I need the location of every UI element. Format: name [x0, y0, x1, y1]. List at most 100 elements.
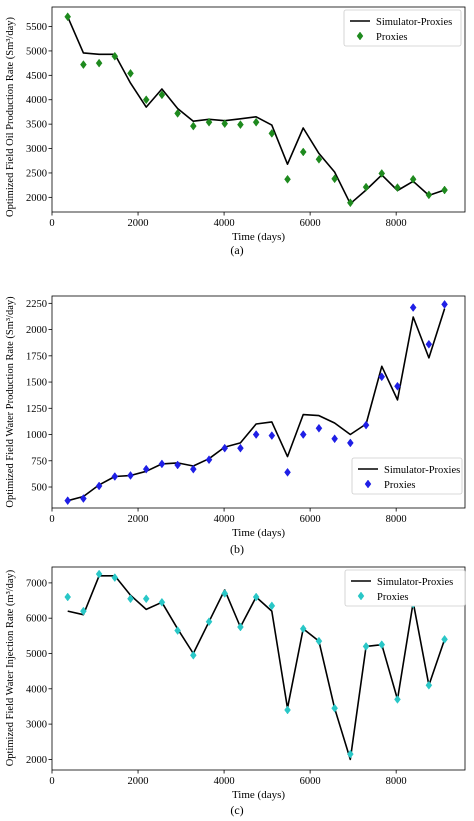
data-point-proxies [111, 573, 119, 583]
data-point-proxies [221, 119, 229, 129]
data-point-proxies [174, 460, 181, 470]
legend-label: Simulator-Proxies [376, 17, 452, 28]
data-point-proxies [394, 694, 401, 704]
data-point-proxies [441, 185, 448, 195]
x-tick-label: 0 [49, 218, 54, 229]
data-point-proxies [252, 117, 260, 127]
x-tick-label: 6000 [300, 514, 321, 525]
data-point-proxies [347, 749, 354, 759]
data-point-proxies [158, 597, 166, 607]
data-point-proxies [205, 117, 213, 127]
data-point-proxies [409, 303, 417, 312]
data-point-proxies [378, 640, 386, 650]
y-tick-label: 1000 [26, 430, 47, 441]
data-point-proxies [158, 459, 166, 469]
data-point-proxies [111, 472, 119, 481]
data-point-proxies [441, 634, 448, 644]
caption-a: (a) [230, 243, 244, 257]
data-point-proxies [111, 51, 119, 61]
y-tick-label: 7000 [26, 578, 47, 589]
x-tick-label: 4000 [214, 514, 235, 525]
data-point-proxies [174, 108, 181, 118]
x-tick-label: 4000 [214, 776, 235, 787]
x-tick-label: 2000 [128, 218, 149, 229]
x-axis-label: Time (days) [232, 527, 285, 539]
legend-label: Proxies [376, 32, 408, 43]
chart-water-injection: 0 2000 4000 6000 800020003000400050006000700… [5, 566, 466, 801]
legend-diamond-icon [357, 591, 365, 601]
x-tick-label: 0 [49, 776, 54, 787]
data-point-proxies [378, 169, 386, 178]
data-point-proxies [425, 680, 433, 690]
y-tick-label: 5500 [26, 22, 47, 33]
data-point-proxies [331, 703, 338, 713]
data-point-proxies [394, 183, 401, 193]
data-point-proxies [268, 431, 276, 441]
y-tick-label: 5000 [26, 649, 47, 660]
data-point-proxies [190, 650, 197, 660]
caption-b: (b) [230, 542, 244, 556]
data-point-proxies [221, 589, 229, 598]
legend-diamond-icon [364, 479, 372, 489]
x-tick-label: 8000 [386, 514, 407, 525]
data-point-proxies [64, 496, 72, 506]
data-point-proxies [284, 705, 291, 715]
chart-panel-b: 0 2000 4000 6000 8000 500 750 1000 1250 1500 1750 2… [0, 278, 474, 560]
data-point-proxies [425, 190, 433, 200]
legend-label: Proxies [384, 480, 416, 491]
y-tick-label: 2000 [26, 755, 47, 766]
y-axis-label: Optimized Field Oil Production Rate (Sm³… [5, 16, 16, 217]
y-axis-label: Optimized Field Water Injection Rate (m³… [5, 569, 16, 766]
legend-box [351, 457, 463, 495]
chart-panel-c: 0 2000 4000 6000 8000 2000 3000 4000 5000 6000 700… [0, 560, 474, 821]
data-point-proxies [378, 372, 386, 382]
data-point-proxies [64, 12, 72, 22]
chart-oil-production: 0 2000 4000 6000 8000 2000 2500 3000 3500 4000 450… [5, 6, 466, 243]
data-point-proxies [127, 594, 134, 604]
y-tick-label: 3000 [26, 720, 47, 731]
data-point-proxies [268, 601, 276, 611]
data-point-proxies [252, 430, 260, 439]
data-point-proxies [221, 443, 229, 453]
data-point-proxies [362, 182, 370, 192]
x-tick-label: 0 [49, 514, 54, 525]
legend-label: Simulator-Proxies [377, 577, 453, 588]
y-tick-label: 1750 [26, 351, 47, 362]
data-point-proxies [394, 381, 401, 391]
data-point-proxies [205, 455, 213, 465]
data-point-proxies [190, 464, 197, 474]
data-point-proxies [315, 636, 323, 646]
data-point-proxies [409, 174, 417, 184]
legend-box [343, 9, 462, 47]
data-point-proxies [362, 642, 370, 651]
data-point-proxies [331, 174, 338, 184]
y-tick-label: 1250 [26, 404, 47, 415]
data-point-proxies [331, 434, 338, 444]
x-tick-label: 4000 [214, 218, 235, 229]
y-tick-label: 2500 [26, 168, 47, 179]
y-tick-label: 2000 [26, 325, 47, 336]
data-point-proxies [237, 443, 244, 453]
plot-frame [51, 295, 466, 509]
y-tick-label: 500 [31, 483, 47, 494]
legend-label: Simulator-Proxies [384, 465, 460, 476]
y-tick-label: 5000 [26, 46, 47, 57]
caption-c: (c) [230, 803, 244, 817]
y-tick-label: 750 [31, 456, 47, 467]
x-tick-label: 2000 [128, 776, 149, 787]
data-point-proxies [174, 626, 181, 635]
data-point-proxies [299, 147, 307, 157]
data-point-proxies [80, 60, 87, 70]
data-point-proxies [80, 606, 87, 616]
data-point-proxies [237, 622, 244, 632]
x-tick-label: 8000 [386, 218, 407, 229]
data-point-proxies [299, 430, 307, 439]
data-point-proxies [80, 494, 87, 503]
y-tick-label: 1500 [26, 378, 47, 389]
y-tick-label: 6000 [26, 614, 47, 625]
y-tick-label: 3500 [26, 120, 47, 131]
data-point-proxies [299, 624, 307, 634]
data-point-proxies [190, 121, 197, 131]
data-point-proxies [347, 198, 354, 208]
x-axis-label: Time (days) [232, 789, 285, 801]
